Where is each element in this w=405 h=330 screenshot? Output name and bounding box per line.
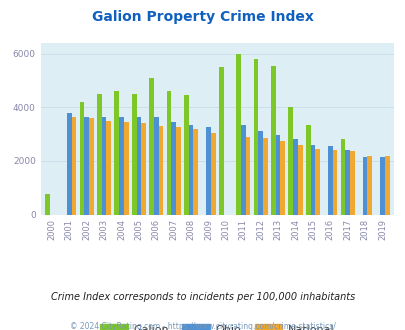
Bar bbox=[288, 107, 292, 214]
Bar bbox=[315, 149, 319, 214]
Bar bbox=[297, 145, 302, 214]
Bar bbox=[149, 78, 153, 214]
Bar bbox=[45, 194, 49, 214]
Bar bbox=[305, 125, 310, 214]
Bar bbox=[218, 67, 223, 214]
Bar bbox=[327, 146, 332, 214]
Bar bbox=[362, 157, 367, 214]
Bar bbox=[79, 102, 84, 214]
Bar bbox=[158, 126, 163, 214]
Bar bbox=[280, 141, 284, 214]
Bar bbox=[245, 137, 250, 214]
Bar bbox=[367, 155, 371, 214]
Bar bbox=[349, 151, 354, 214]
Bar bbox=[84, 116, 89, 214]
Bar bbox=[292, 139, 297, 214]
Bar bbox=[210, 133, 215, 214]
Bar bbox=[114, 91, 119, 214]
Bar bbox=[345, 150, 349, 214]
Bar bbox=[166, 91, 171, 214]
Bar bbox=[183, 95, 188, 214]
Bar bbox=[258, 131, 262, 214]
Bar bbox=[262, 138, 267, 214]
Bar bbox=[171, 122, 176, 214]
Bar bbox=[141, 123, 146, 214]
Bar bbox=[72, 116, 76, 214]
Bar bbox=[176, 127, 180, 214]
Text: Galion Property Crime Index: Galion Property Crime Index bbox=[92, 10, 313, 24]
Bar bbox=[379, 157, 384, 214]
Bar bbox=[136, 116, 141, 214]
Bar bbox=[310, 145, 315, 214]
Bar bbox=[340, 139, 345, 214]
Text: © 2024 CityRating.com - https://www.cityrating.com/crime-statistics/: © 2024 CityRating.com - https://www.city… bbox=[70, 322, 335, 330]
Bar bbox=[67, 113, 72, 214]
Bar bbox=[275, 135, 280, 214]
Bar bbox=[89, 118, 94, 214]
Text: Crime Index corresponds to incidents per 100,000 inhabitants: Crime Index corresponds to incidents per… bbox=[51, 292, 354, 302]
Bar bbox=[153, 116, 158, 214]
Legend: Galion, Ohio, National: Galion, Ohio, National bbox=[95, 319, 338, 330]
Bar bbox=[102, 116, 106, 214]
Bar bbox=[132, 94, 136, 214]
Bar bbox=[206, 127, 210, 214]
Bar bbox=[188, 125, 193, 214]
Bar bbox=[271, 66, 275, 214]
Bar bbox=[119, 116, 124, 214]
Bar bbox=[97, 94, 102, 214]
Bar bbox=[332, 150, 337, 214]
Bar bbox=[253, 59, 258, 214]
Bar bbox=[241, 125, 245, 214]
Bar bbox=[384, 155, 388, 214]
Bar bbox=[124, 122, 128, 214]
Bar bbox=[193, 129, 198, 214]
Bar bbox=[236, 53, 241, 214]
Bar bbox=[106, 121, 111, 214]
